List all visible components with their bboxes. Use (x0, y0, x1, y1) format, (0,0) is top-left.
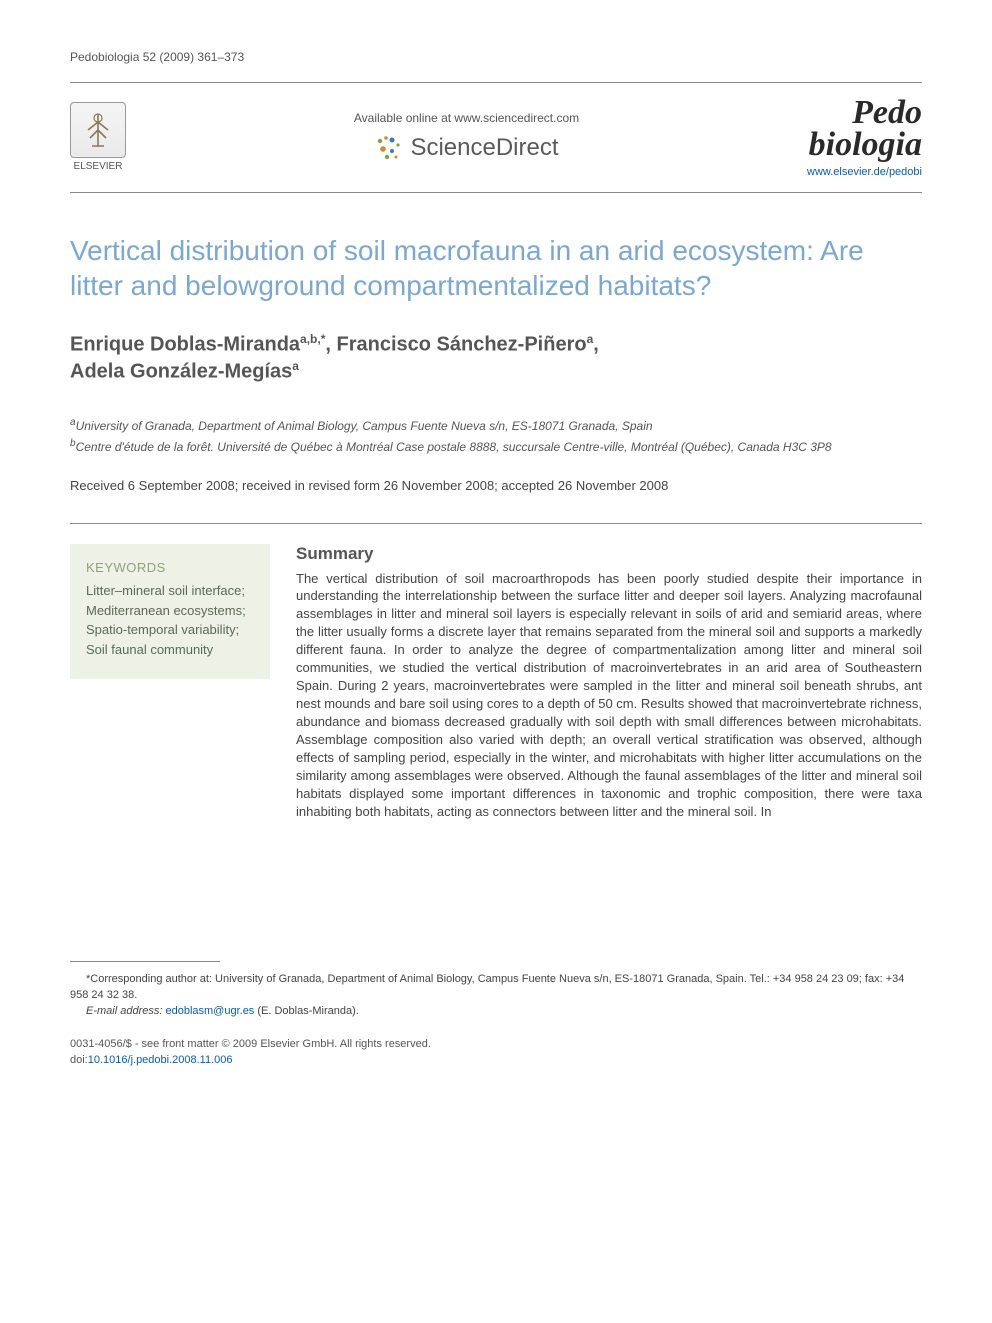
corresponding-author-text: Corresponding author at: University of G… (70, 973, 904, 1001)
email-footnote: E-mail address: edoblasm@ugr.es (E. Dobl… (70, 1004, 922, 1020)
keywords-heading: KEYWORDS (86, 558, 254, 578)
journal-title-line2: biologia (809, 129, 922, 161)
author-1: Enrique Doblas-Miranda (70, 333, 300, 355)
main-columns: KEYWORDS Litter–mineral soil interface; … (70, 544, 922, 821)
author-2-affil: a (587, 332, 594, 346)
sciencedirect-swirl-icon (374, 133, 404, 163)
author-3-affil: a (292, 359, 299, 373)
author-2: Francisco Sánchez-Piñero (337, 333, 587, 355)
author-3: Adela González-Megías (70, 361, 292, 383)
journal-homepage-link[interactable]: www.elsevier.de/pedobi (807, 166, 922, 178)
footnote-separator (70, 961, 220, 962)
journal-logo: Pedo biologia www.elsevier.de/pedobi (807, 97, 922, 178)
sciencedirect-block: Available online at www.sciencedirect.co… (354, 111, 579, 163)
elsevier-label: ELSEVIER (74, 161, 123, 172)
elsevier-logo: ELSEVIER (70, 102, 126, 172)
affiliation-b-text: Centre d'étude de la forêt. Université d… (76, 440, 832, 454)
footnotes: *Corresponding author at: University of … (70, 972, 922, 1020)
summary-column: Summary The vertical distribution of soi… (296, 544, 922, 821)
author-1-corr-star: * (321, 332, 326, 346)
email-author-paren: (E. Doblas-Miranda). (257, 1005, 358, 1017)
article-dates: Received 6 September 2008; received in r… (70, 478, 922, 493)
copyright-line: 0031-4056/$ - see front matter © 2009 El… (70, 1037, 922, 1053)
affiliations: aUniversity of Granada, Department of An… (70, 416, 922, 456)
sciencedirect-name: ScienceDirect (410, 134, 558, 162)
citation-line: Pedobiologia 52 (2009) 361–373 (70, 50, 922, 64)
copyright-block: 0031-4056/$ - see front matter © 2009 El… (70, 1037, 922, 1069)
available-online-text: Available online at www.sciencedirect.co… (354, 111, 579, 125)
article-title: Vertical distribution of soil macrofauna… (70, 233, 922, 303)
journal-title: Pedo biologia (809, 97, 922, 162)
affiliation-a: aUniversity of Granada, Department of An… (70, 416, 922, 435)
keywords-box: KEYWORDS Litter–mineral soil interface; … (70, 544, 270, 680)
email-link[interactable]: edoblasm@ugr.es (165, 1005, 254, 1017)
journal-title-line1: Pedo (809, 97, 922, 129)
publisher-header: ELSEVIER Available online at www.science… (70, 82, 922, 193)
summary-text: The vertical distribution of soil macroa… (296, 570, 922, 821)
author-list: Enrique Doblas-Mirandaa,b,*, Francisco S… (70, 331, 922, 386)
doi-label: doi: (70, 1054, 88, 1066)
divider (70, 523, 922, 524)
corresponding-author-footnote: *Corresponding author at: University of … (70, 972, 922, 1004)
doi-link[interactable]: 10.1016/j.pedobi.2008.11.006 (88, 1054, 233, 1066)
author-1-affil: a,b, (300, 332, 321, 346)
keywords-list: Litter–mineral soil interface; Mediterra… (86, 581, 254, 659)
affiliation-a-text: University of Granada, Department of Ani… (76, 419, 653, 433)
affiliation-b: bCentre d'étude de la forêt. Université … (70, 437, 922, 456)
email-label: E-mail address: (86, 1005, 162, 1017)
summary-heading: Summary (296, 544, 922, 564)
doi-line: doi:10.1016/j.pedobi.2008.11.006 (70, 1053, 922, 1069)
elsevier-tree-icon (70, 102, 126, 158)
sciencedirect-logo: ScienceDirect (374, 133, 558, 163)
